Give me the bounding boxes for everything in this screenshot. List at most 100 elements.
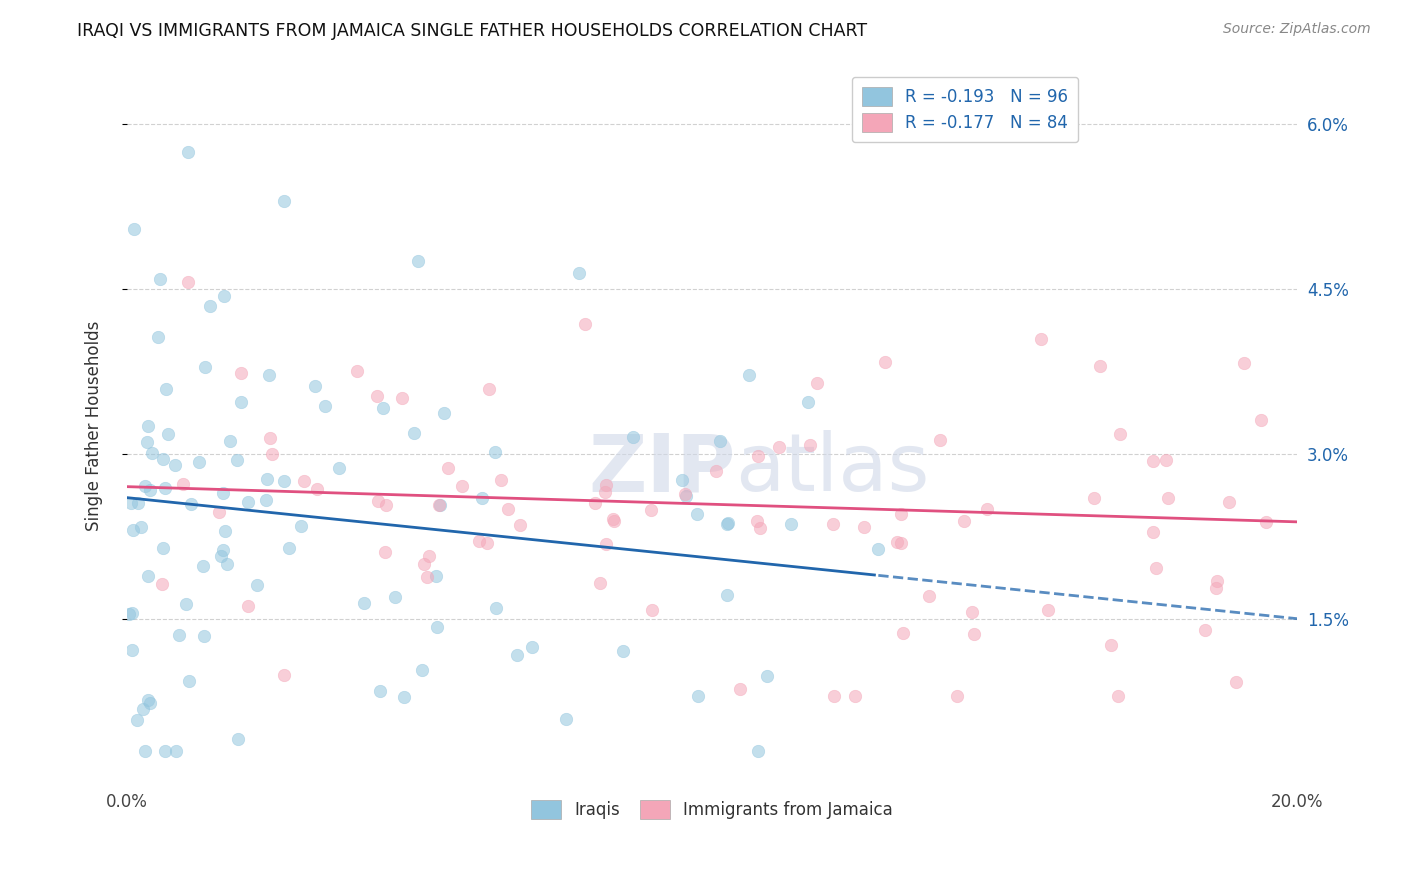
Point	[245, 578, 267, 592]
Point	[141, 446, 163, 460]
Point	[976, 502, 998, 516]
Point	[167, 627, 190, 641]
Point	[157, 427, 180, 442]
Point	[1107, 689, 1129, 703]
Point	[165, 744, 187, 758]
Point	[875, 355, 897, 369]
Point	[436, 460, 458, 475]
Point	[675, 490, 697, 504]
Point	[226, 732, 249, 747]
Point	[890, 536, 912, 550]
Point	[367, 494, 389, 508]
Point	[489, 473, 512, 487]
Point	[945, 689, 967, 703]
Point	[134, 744, 156, 758]
Point	[214, 524, 236, 538]
Point	[179, 673, 201, 688]
Point	[1256, 516, 1278, 530]
Point	[172, 477, 194, 491]
Point	[290, 519, 312, 533]
Point	[709, 434, 731, 449]
Point	[191, 558, 214, 573]
Point	[589, 575, 612, 590]
Point	[375, 498, 398, 512]
Point	[886, 534, 908, 549]
Point	[149, 272, 172, 286]
Point	[1142, 454, 1164, 468]
Point	[1205, 581, 1227, 595]
Point	[1088, 359, 1111, 373]
Point	[402, 426, 425, 441]
Point	[1156, 453, 1178, 467]
Point	[1108, 427, 1130, 442]
Point	[717, 516, 740, 530]
Point	[1036, 602, 1059, 616]
Point	[844, 689, 866, 703]
Text: Source: ZipAtlas.com: Source: ZipAtlas.com	[1223, 22, 1371, 37]
Point	[148, 330, 170, 344]
Point	[756, 669, 779, 683]
Point	[260, 446, 283, 460]
Point	[768, 440, 790, 454]
Point	[122, 523, 145, 537]
Text: IRAQI VS IMMIGRANTS FROM JAMAICA SINGLE FATHER HOUSEHOLDS CORRELATION CHART: IRAQI VS IMMIGRANTS FROM JAMAICA SINGLE …	[77, 22, 868, 40]
Point	[468, 534, 491, 549]
Point	[305, 483, 328, 497]
Point	[823, 517, 845, 532]
Point	[314, 399, 336, 413]
Point	[194, 360, 217, 375]
Point	[134, 479, 156, 493]
Point	[120, 496, 142, 510]
Point	[368, 684, 391, 698]
Point	[132, 701, 155, 715]
Point	[121, 606, 143, 620]
Point	[429, 498, 451, 512]
Point	[259, 368, 281, 382]
Text: atlas: atlas	[735, 430, 929, 508]
Point	[568, 266, 591, 280]
Point	[212, 289, 235, 303]
Point	[294, 474, 316, 488]
Point	[893, 626, 915, 640]
Point	[1144, 561, 1167, 575]
Point	[747, 449, 769, 463]
Point	[1225, 674, 1247, 689]
Point	[371, 401, 394, 415]
Point	[392, 690, 415, 704]
Point	[641, 603, 664, 617]
Point	[583, 496, 606, 510]
Point	[749, 521, 772, 535]
Point	[506, 648, 529, 663]
Point	[1194, 624, 1216, 638]
Point	[745, 514, 768, 528]
Point	[180, 497, 202, 511]
Point	[928, 433, 950, 447]
Point	[155, 382, 177, 396]
Point	[138, 693, 160, 707]
Point	[673, 487, 696, 501]
Point	[960, 605, 983, 619]
Point	[391, 392, 413, 406]
Point	[1233, 356, 1256, 370]
Point	[259, 431, 281, 445]
Point	[273, 668, 295, 682]
Point	[716, 588, 738, 602]
Point	[716, 516, 738, 531]
Point	[603, 514, 626, 528]
Y-axis label: Single Father Households: Single Father Households	[86, 321, 103, 532]
Point	[574, 317, 596, 331]
Point	[139, 696, 162, 710]
Point	[737, 368, 759, 382]
Point	[208, 505, 231, 519]
Point	[135, 434, 157, 449]
Point	[136, 419, 159, 434]
Point	[231, 395, 253, 409]
Point	[406, 253, 429, 268]
Point	[212, 486, 235, 500]
Point	[593, 485, 616, 500]
Point	[1029, 332, 1052, 346]
Point	[121, 643, 143, 657]
Point	[797, 395, 820, 409]
Point	[277, 541, 299, 555]
Point	[852, 520, 875, 534]
